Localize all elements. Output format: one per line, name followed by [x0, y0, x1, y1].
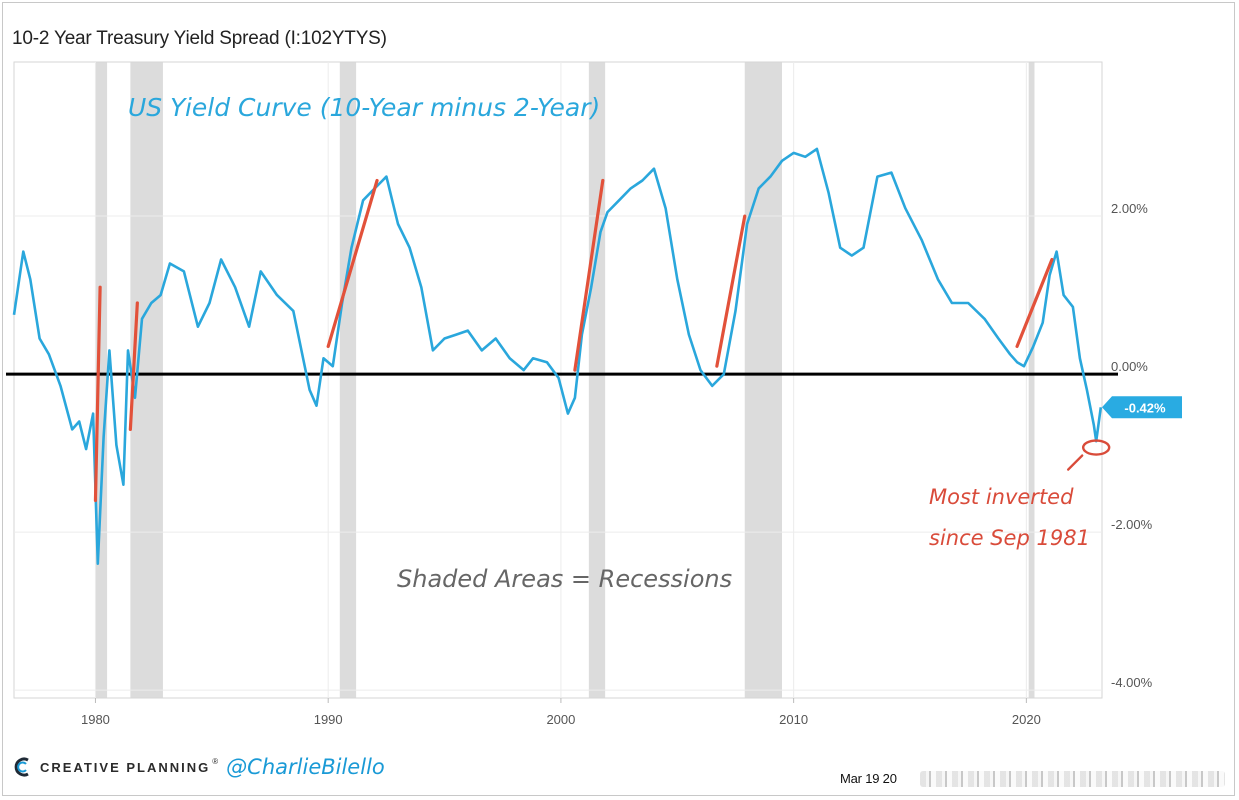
trend-line-3: [573, 178, 605, 372]
recession-band-2: [339, 62, 357, 698]
recession-note: Shaded Areas = Recessions: [397, 565, 732, 593]
author-handle: @CharlieBilello: [226, 755, 385, 779]
brand-logo-icon: [14, 757, 29, 777]
recession-band-5: [1028, 62, 1035, 698]
x-tick-label-3: 2010: [779, 712, 808, 727]
footer-brand: CREATIVE PLANNING ® @CharlieBilello: [14, 754, 385, 780]
x-tick-label-4: 2020: [1012, 712, 1041, 727]
annotation-texts: US Yield Curve (10-Year minus 2-Year) Sha…: [128, 93, 1090, 593]
brand-trademark: ®: [212, 757, 219, 766]
y-axis-ticks: 2.00% 0.00% -2.00% -4.00%: [1111, 201, 1153, 690]
min-marker-pointer: [1066, 454, 1084, 471]
min-marker-ellipse: [1081, 439, 1111, 456]
recession-band-4: [744, 62, 782, 698]
x-axis-ticks: 1980 1990 2000 2010 2020: [81, 698, 1041, 727]
recession-band-0: [95, 62, 108, 698]
footer-date: Mar 19 20: [840, 771, 897, 786]
plot-border: [13, 61, 1103, 699]
recession-band-3: [588, 62, 606, 698]
y-tick-label-1: 0.00%: [1111, 359, 1148, 374]
trend-line-0: [93, 285, 102, 503]
y-tick-label-3: -4.00%: [1111, 675, 1153, 690]
current-value-label: -0.42%: [1124, 400, 1166, 415]
x-tick-label-2: 2000: [546, 712, 575, 727]
spread-series: [12, 147, 1103, 566]
current-value-badge-group: -0.42%: [1102, 396, 1182, 419]
chart-title: 10-2 Year Treasury Yield Spread (I:102YT…: [12, 28, 387, 49]
trend-line-2: [326, 178, 379, 349]
y-tick-label-2: -2.00%: [1111, 517, 1153, 532]
brand-name: CREATIVE PLANNING: [40, 759, 211, 775]
chart-headline: US Yield Curve (10-Year minus 2-Year): [128, 93, 600, 122]
series-line-0: [12, 147, 1103, 566]
min-marker-group: [1066, 439, 1111, 471]
x-tick-label-0: 1980: [81, 712, 110, 727]
trend-line-4: [715, 214, 747, 368]
recession-band-1: [130, 62, 163, 698]
trend-line-5: [1015, 257, 1054, 349]
trend-line-1: [128, 301, 139, 431]
footer-blurred-source: [920, 771, 1225, 787]
recession-bands: [95, 62, 1035, 698]
x-tick-label-1: 1990: [314, 712, 343, 727]
trend-lines: [93, 178, 1054, 503]
inverted-annotation-line2: since Sep 1981: [929, 526, 1090, 550]
current-value-badge: [1102, 396, 1182, 419]
y-tick-label-0: 2.00%: [1111, 201, 1148, 216]
inverted-annotation-line1: Most inverted: [929, 485, 1074, 509]
